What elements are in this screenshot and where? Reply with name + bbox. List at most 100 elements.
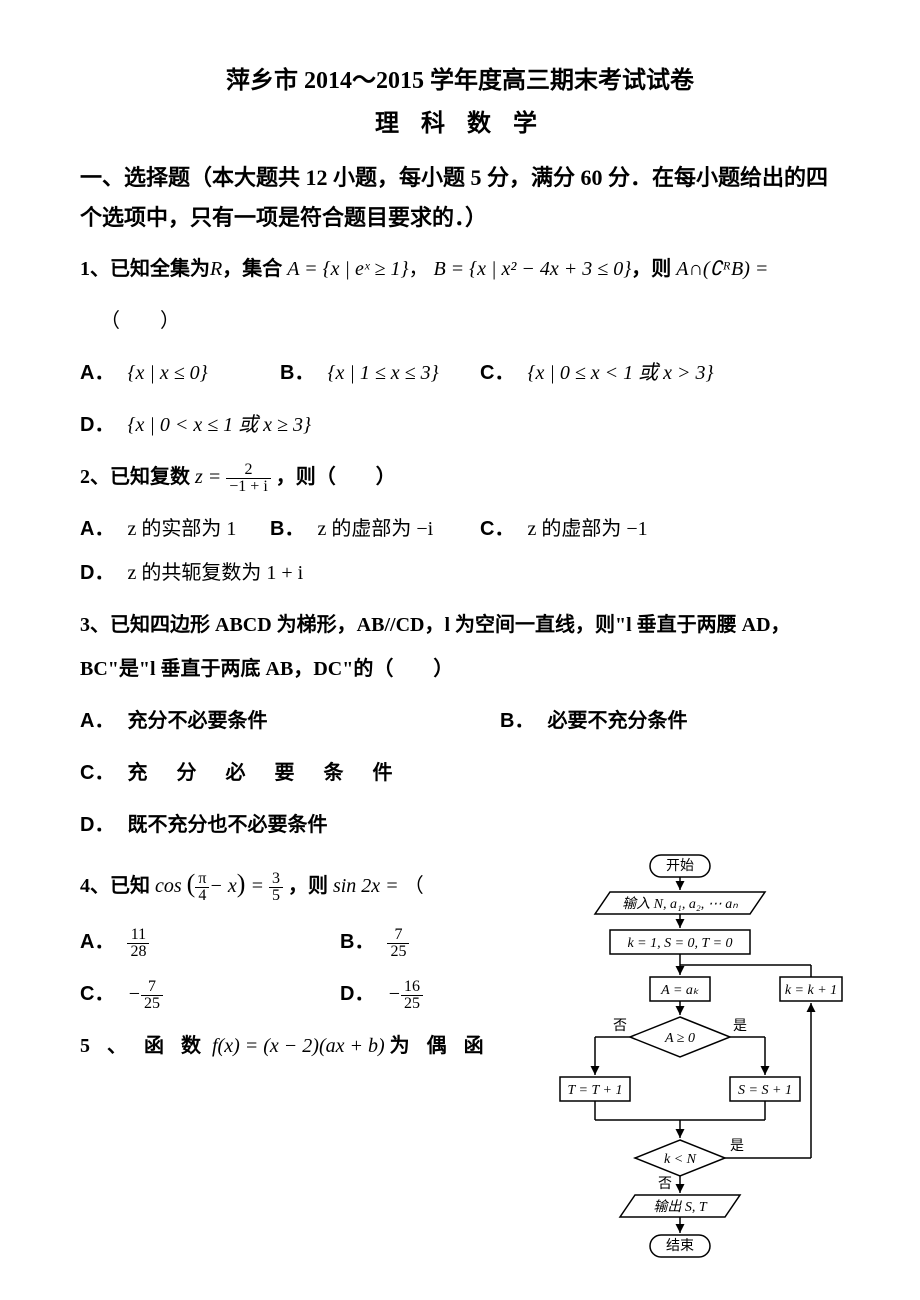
q1-prefix: 1、已知全集为 (80, 258, 210, 280)
exam-title: 萍乡市 2014～2015 学年度高三期末考试试卷 (80, 60, 840, 95)
flowchart: 开始 输入 N, a₁, a₂, ⋯ aₙ k = 1, S = 0, T = … (555, 850, 845, 1275)
q4-minus-x: − x (209, 875, 236, 897)
q3-optA: 充分不必要条件 (127, 710, 267, 732)
q4-optD-label: D． (340, 983, 374, 1005)
q5-expr: f(x) = (x − 2)(ax + b) (212, 1035, 385, 1057)
q3-optC-label: C． (80, 762, 114, 784)
q2-optA: z 的实部为 1 (127, 518, 236, 540)
q4-optB-num: 7 (387, 927, 409, 944)
flow-tinc: T = T + 1 (568, 1083, 623, 1098)
q4-optA-frac: 11 28 (127, 927, 149, 960)
q2-optB: z 的虚部为 −i (317, 518, 433, 540)
q2-optD-label: D． (80, 562, 114, 584)
question-2: 2、已知复数 z = 2 −1 + i ，则（ ） (80, 455, 840, 499)
q1-mid2: ， (408, 258, 428, 280)
q1-mid3: ，则 (631, 258, 671, 280)
q3-optD: 既不充分也不必要条件 (127, 814, 327, 836)
q3-optC: 充 分 必 要 条 件 (127, 762, 404, 784)
q4-mid: ，则 (288, 875, 328, 897)
q4-frac1-num: π (195, 871, 209, 888)
flow-sinc: S = S + 1 (738, 1083, 792, 1098)
q2-options-1: A． z 的实部为 1 B． z 的虚部为 −i C． z 的虚部为 −1 D．… (80, 507, 840, 595)
q3-optD-label: D． (80, 814, 114, 836)
q4-options-1: A． 11 28 B． 7 25 (80, 920, 560, 964)
section-1-header: 一、选择题（本大题共 12 小题，每小题 5 分，满分 60 分．在每小题给出的… (80, 158, 840, 237)
q3-options-3: D． 既不充分也不必要条件 (80, 803, 560, 847)
q1-set-b: B = {x | x² − 4x + 3 ≤ 0} (433, 258, 631, 280)
q2-frac-den: −1 + i (226, 479, 271, 495)
q2-frac: 2 −1 + i (226, 462, 271, 495)
q2-optC-label: C． (480, 518, 514, 540)
q3-options-2: C． 充 分 必 要 条 件 (80, 751, 560, 795)
q2-optB-label: B． (270, 518, 304, 540)
flow-assign: A = aₖ (660, 983, 700, 998)
q4-options-2: C． − 7 25 D． − 16 25 (80, 972, 560, 1016)
q3-optB-label: B． (500, 710, 534, 732)
q4-optB-den: 25 (387, 944, 409, 960)
q2-suffix: ，则（ ） (276, 466, 396, 488)
q3-optB: 必要不充分条件 (547, 710, 687, 732)
q4-optA-label: A． (80, 931, 114, 953)
q4-cos: cos (155, 875, 182, 897)
flowchart-svg: 开始 输入 N, a₁, a₂, ⋯ aₙ k = 1, S = 0, T = … (555, 850, 845, 1270)
flow-yes1: 是 (733, 1019, 747, 1034)
flow-start: 开始 (666, 858, 694, 874)
q1-mid1: ，集合 (222, 258, 282, 280)
q4-paren: （ (404, 875, 424, 897)
q4-optC-num: 7 (141, 979, 163, 996)
flow-cond2: k < N (664, 1152, 697, 1167)
q4-optD-num: 16 (401, 979, 423, 996)
flow-no2: 否 (658, 1177, 672, 1192)
q1-optB-label: B． (280, 362, 314, 384)
q3-options-1: A． 充分不必要条件 B． 必要不充分条件 (80, 699, 840, 743)
q1-optB: {x | 1 ≤ x ≤ 3} (327, 362, 438, 384)
q1-optC-label: C． (480, 362, 514, 384)
exam-subtitle: 理 科 数 学 (80, 103, 840, 138)
q4-optD-neg: − (387, 983, 401, 1005)
q4-frac1: π 4 (195, 871, 209, 904)
q4-optD-den: 25 (401, 996, 423, 1012)
flow-kinc: k = k + 1 (785, 983, 837, 998)
flow-no1: 否 (613, 1019, 627, 1034)
q2-lhs: z = (195, 466, 221, 488)
flow-input: 输入 N, a₁, a₂, ⋯ aₙ (622, 896, 738, 912)
flow-cond1: A ≥ 0 (664, 1031, 695, 1046)
q5-prefix: 5 、 函 数 (80, 1035, 207, 1057)
question-3: 3、已知四边形 ABCD 为梯形，AB//CD，l 为空间一直线，则"l 垂直于… (80, 603, 840, 691)
q1-optA: {x | x ≤ 0} (127, 362, 207, 384)
question-4: 4、已知 cos ( π 4 − x) = 3 5 ，则 sin 2x = （ (80, 855, 560, 912)
q1-expr: A∩(∁ᴿB) = (676, 258, 768, 280)
q4-optC-label: C． (80, 983, 114, 1005)
q4-frac2-num: 3 (269, 871, 283, 888)
q2-optA-label: A． (80, 518, 114, 540)
q4-optC-den: 25 (141, 996, 163, 1012)
q4-sin: sin 2x = (333, 875, 399, 897)
q4-optB-frac: 7 25 (387, 927, 409, 960)
q4-frac1-den: 4 (195, 888, 209, 904)
q1-set-a: A = {x | eˣ ≥ 1} (287, 258, 408, 280)
q4-optB-label: B． (340, 931, 374, 953)
question-1: 1、已知全集为R，集合 A = {x | eˣ ≥ 1}， B = {x | x… (80, 247, 840, 291)
flow-end: 结束 (666, 1238, 694, 1254)
q2-prefix: 2、已知复数 (80, 466, 190, 488)
q4-prefix: 4、已知 (80, 875, 150, 897)
q1-optC: {x | 0 ≤ x < 1 或 x > 3} (527, 362, 713, 384)
q4-optA-num: 11 (127, 927, 149, 944)
question-5: 5 、 函 数 f(x) = (x − 2)(ax + b) 为 偶 函 (80, 1024, 560, 1068)
q1-paren: （ ） (100, 299, 840, 343)
q1-optA-label: A． (80, 362, 114, 384)
q4-eq: = (250, 875, 264, 897)
q1-optD: {x | 0 < x ≤ 1 或 x ≥ 3} (127, 414, 311, 436)
q1-options-1: A． {x | x ≤ 0} B． {x | 1 ≤ x ≤ 3} C． {x … (80, 351, 840, 395)
q1-set-r: R (210, 258, 222, 280)
q5-suffix: 为 偶 函 (390, 1035, 490, 1057)
flow-yes2: 是 (730, 1139, 744, 1154)
q1-optD-label: D． (80, 414, 114, 436)
q4-optD-frac: 16 25 (401, 979, 423, 1012)
q4-frac2: 3 5 (269, 871, 283, 904)
q3-optA-label: A． (80, 710, 114, 732)
q2-optD: z 的共轭复数为 1 + i (127, 562, 303, 584)
q4-optC-neg: − (127, 983, 141, 1005)
q1-options-2: D． {x | 0 < x ≤ 1 或 x ≥ 3} (80, 403, 840, 447)
q2-frac-num: 2 (226, 462, 271, 479)
